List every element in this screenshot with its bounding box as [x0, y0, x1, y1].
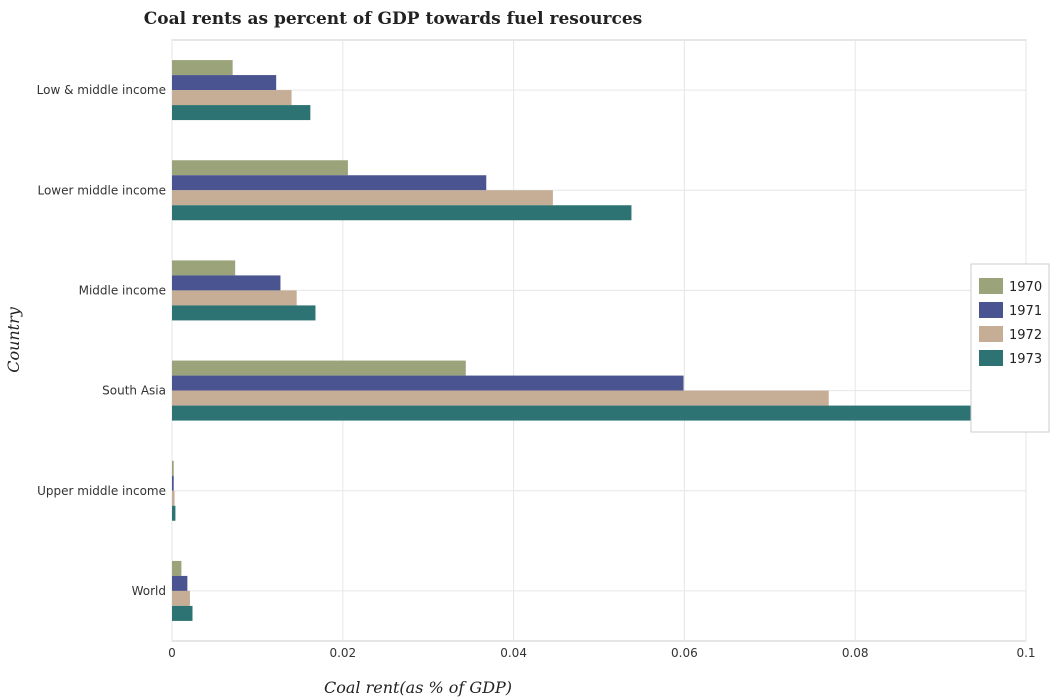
bar-1972: [172, 290, 297, 306]
y-axis-label: Country: [4, 306, 23, 373]
bar-1973: [172, 605, 193, 621]
y-tick-label: Low & middle income: [37, 83, 166, 97]
x-tick-label: 0.06: [671, 646, 698, 660]
legend-label: 1973: [1009, 352, 1042, 367]
legend-swatch: [979, 350, 1003, 366]
legend-label: 1972: [1009, 328, 1042, 343]
bar-1971: [172, 75, 277, 91]
bar-1972: [172, 590, 190, 606]
legend: 1970 1971 1972 1973: [970, 263, 1050, 433]
bar-1971: [172, 475, 174, 491]
legend-label: 1970: [1009, 280, 1042, 295]
bar-1973: [172, 305, 316, 321]
bar-1971: [172, 175, 487, 191]
bars: [172, 60, 997, 621]
bar-1973: [172, 505, 176, 521]
bar-1973: [172, 105, 311, 121]
legend-swatch: [979, 278, 1003, 294]
x-tick-label: 0.1: [1016, 646, 1035, 660]
bar-1972: [172, 390, 829, 406]
y-tick-label: Lower middle income: [37, 183, 166, 197]
bar-1970: [172, 560, 182, 576]
y-tick-label: Middle income: [79, 283, 166, 297]
bar-1972: [172, 190, 553, 206]
plot-area: [171, 39, 1027, 642]
y-tick-labels: Low & middle income Lower middle income Mi…: [37, 83, 166, 598]
bar-1970: [172, 160, 348, 176]
x-tick-labels: 0 0.02 0.04 0.06 0.08 0.1: [168, 646, 1035, 660]
y-tick-label: Upper middle income: [37, 484, 166, 498]
bar-1970: [172, 360, 466, 376]
bar-1972: [172, 90, 292, 106]
x-tick-label: 0.08: [842, 646, 869, 660]
bar-1971: [172, 275, 281, 291]
x-tick-label: 0.04: [500, 646, 527, 660]
bar-1970: [172, 460, 174, 476]
x-axis-label: Coal rent(as % of GDP): [324, 678, 512, 697]
chart-title: Coal rents as percent of GDP towards fue…: [144, 9, 643, 29]
y-tick-label: World: [132, 584, 166, 598]
bar-1971: [172, 375, 684, 391]
bar-1972: [172, 490, 175, 506]
bar-1973: [172, 405, 997, 421]
bar-1973: [172, 205, 632, 221]
legend-label: 1971: [1009, 304, 1042, 319]
x-tick-label: 0.02: [329, 646, 356, 660]
y-tick-label: South Asia: [102, 384, 166, 398]
legend-swatch: [979, 326, 1003, 342]
bar-1970: [172, 260, 236, 276]
bar-1971: [172, 575, 188, 591]
bar-1970: [172, 60, 233, 76]
legend-swatch: [979, 302, 1003, 318]
x-tick-label: 0: [168, 646, 176, 660]
